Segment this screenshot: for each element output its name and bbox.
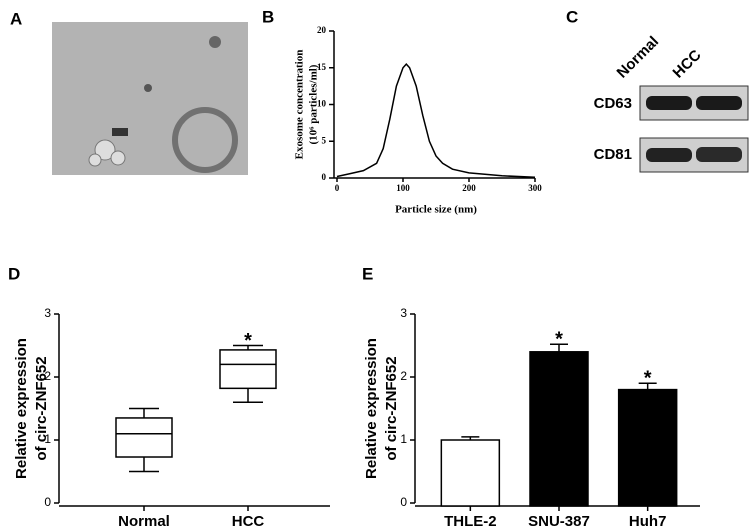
x-tick-label: HCC [232, 513, 265, 528]
x-tick-label: Normal [118, 513, 170, 528]
bar [440, 439, 501, 507]
y-tick-label: 0 [44, 495, 51, 509]
box [115, 417, 173, 458]
y-tick-label: 0 [322, 172, 327, 182]
y-axis-label: of circ-ZNF652 [383, 356, 400, 460]
significance: * [244, 330, 252, 352]
bar [617, 388, 678, 507]
y-axis-label: Relative expression [363, 338, 380, 479]
y-tick-label: 2 [400, 369, 407, 383]
y-tick-label: 10 [317, 99, 327, 109]
y-tick-label: 1 [400, 432, 407, 446]
panel-label: B [262, 7, 274, 26]
lane-label: Normal [614, 33, 663, 82]
x-tick-label: SNU-387 [528, 513, 590, 528]
x-tick-label: 200 [462, 183, 476, 193]
panel-label: A [10, 9, 22, 28]
panel-label: E [362, 264, 373, 283]
lane-label: HCC [670, 47, 705, 82]
x-tick-label: 300 [528, 183, 542, 193]
box [219, 349, 277, 390]
y-tick-label: 5 [322, 135, 327, 145]
y-tick-label: 15 [317, 62, 327, 72]
y-tick-label: 20 [317, 25, 327, 35]
micrograph [52, 22, 248, 175]
y-tick-label: 0 [400, 495, 407, 509]
x-tick-label: 100 [396, 183, 410, 193]
marker-label: CD63 [594, 95, 632, 112]
y-axis-label: Relative expression [13, 338, 30, 479]
x-tick-label: Huh7 [629, 513, 667, 528]
significance: * [555, 329, 563, 351]
y-tick-label: 2 [44, 369, 51, 383]
y-axis-label: of circ-ZNF652 [33, 356, 50, 460]
x-tick-label: THLE-2 [444, 513, 497, 528]
panel-label: C [566, 7, 578, 26]
y-axis-label: (10⁶ particles/ml) [308, 64, 320, 144]
marker-label: CD81 [594, 146, 632, 163]
line [336, 62, 536, 179]
bar [529, 351, 589, 507]
x-tick-label: 0 [335, 183, 340, 193]
x-axis-label: Particle size (nm) [395, 204, 477, 216]
significance: * [644, 368, 652, 390]
blot [639, 85, 749, 173]
y-axis-label: Exosome concentration [294, 50, 306, 160]
y-tick-label: 1 [44, 432, 51, 446]
y-tick-label: 3 [400, 306, 407, 320]
panel-label: D [8, 264, 20, 283]
y-tick-label: 3 [44, 306, 51, 320]
